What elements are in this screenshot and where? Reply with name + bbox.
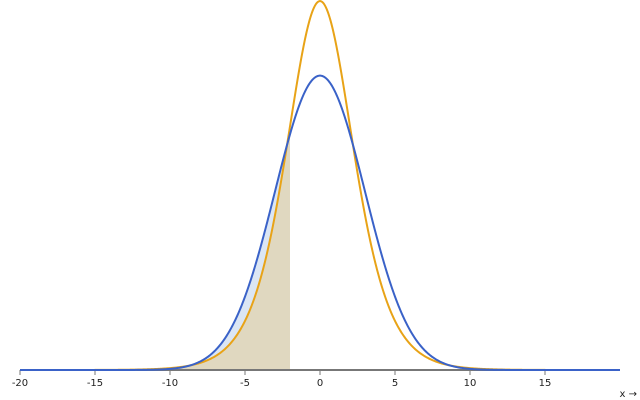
x-tick-label: -5 (240, 378, 250, 389)
x-axis-ticks: -20 -15 -10 -5 0 5 10 15 (12, 370, 552, 389)
x-tick-label: 10 (464, 378, 477, 389)
x-tick-label: -10 (162, 378, 178, 389)
x-tick-label: -15 (87, 378, 103, 389)
x-tick-label: 0 (317, 378, 323, 389)
x-tick-label: -20 (12, 378, 28, 389)
shaded-areas (20, 126, 290, 371)
curves (20, 0, 620, 371)
shaded-area-logistic (20, 126, 290, 371)
curve-normal (20, 74, 620, 371)
curve-logistic (20, 0, 620, 371)
x-tick-label: 5 (392, 378, 398, 389)
x-axis-label: x → (620, 389, 637, 400)
x-tick-label: 15 (539, 378, 552, 389)
